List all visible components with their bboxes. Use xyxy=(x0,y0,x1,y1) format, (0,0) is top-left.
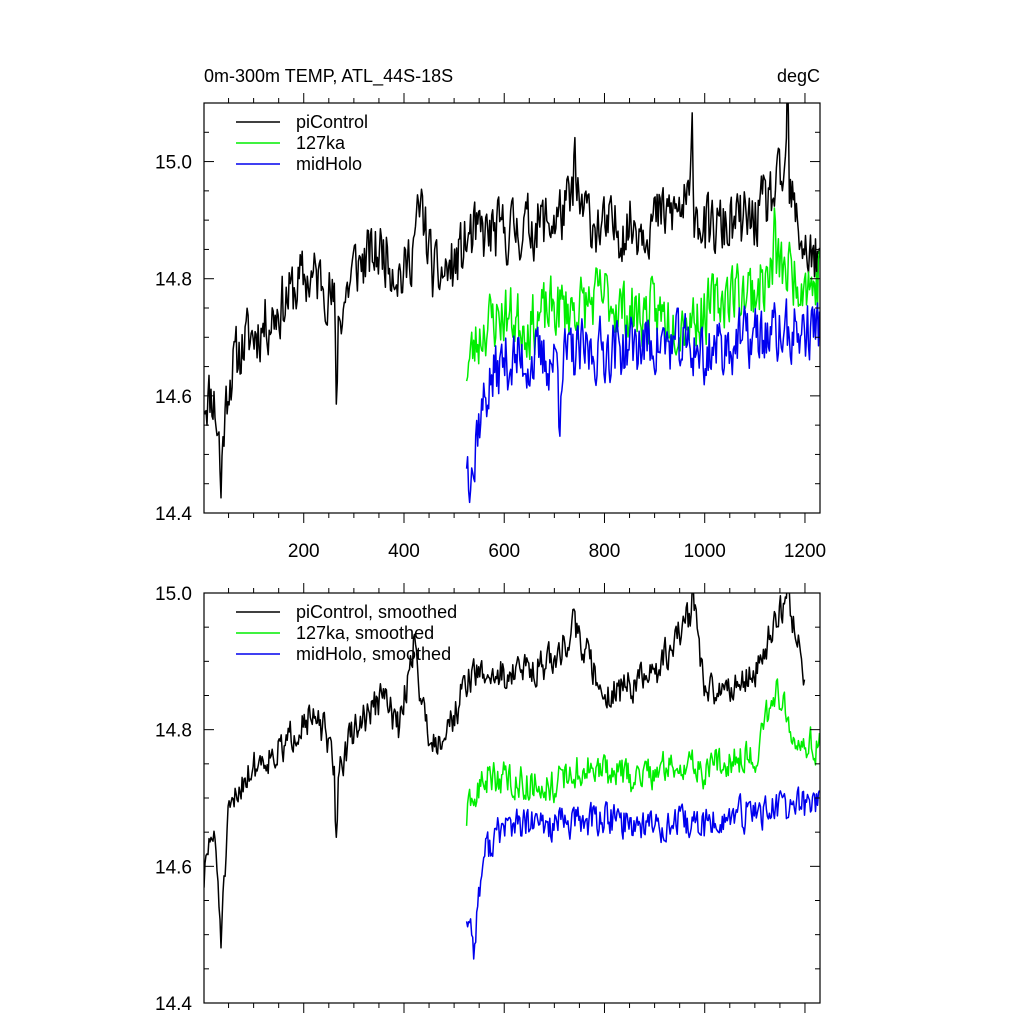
y-tick-label: 15.0 xyxy=(155,584,192,605)
top-ticks: 14.4 14.6 14.8 15.0 200 400 600 800 1000 1200 xyxy=(155,93,826,562)
series-line-127ka-smoothed xyxy=(465,678,820,826)
y-tick-label: 14.6 xyxy=(155,387,192,408)
legend-label: midHolo xyxy=(296,154,362,174)
x-tick-label: 800 xyxy=(589,541,621,562)
series-line-midholo-smoothed xyxy=(465,786,820,960)
x-tick-label: 400 xyxy=(388,541,420,562)
top-plot-frame xyxy=(203,102,821,514)
top-chart-units: degC xyxy=(777,66,820,86)
legend-label: 127ka xyxy=(296,133,346,153)
legend-label: midHolo, smoothed xyxy=(296,644,451,664)
legend-label: 127ka, smoothed xyxy=(296,623,434,643)
x-tick-label: 600 xyxy=(488,541,520,562)
y-tick-label: 14.4 xyxy=(155,994,192,1015)
series-line-midholo xyxy=(465,298,820,504)
bottom-series-layer xyxy=(204,593,820,960)
x-tick-label: 1200 xyxy=(784,541,826,562)
top-series-layer xyxy=(204,103,820,504)
y-tick-label: 14.8 xyxy=(155,721,192,742)
y-tick-label: 14.4 xyxy=(155,504,192,525)
y-tick-label: 15.0 xyxy=(155,153,192,174)
series-line-picontrol xyxy=(204,103,820,499)
bottom-ticks: 14.4 14.6 14.8 15.0 xyxy=(155,583,820,1015)
legend-label: piControl xyxy=(296,112,368,132)
y-tick-label: 14.8 xyxy=(155,270,192,291)
top-panel: 0m-300m TEMP, ATL_44S-18S degC 14.414.61… xyxy=(155,66,826,562)
bottom-plot-frame xyxy=(203,592,821,1004)
series-line-127ka xyxy=(465,207,820,382)
series-line-picontrol-smoothed xyxy=(204,593,806,949)
x-tick-label: 200 xyxy=(288,541,320,562)
x-tick-label: 1000 xyxy=(684,541,726,562)
legend-label: piControl, smoothed xyxy=(296,602,457,622)
top-chart-title: 0m-300m TEMP, ATL_44S-18S xyxy=(204,66,453,87)
y-tick-label: 14.6 xyxy=(155,857,192,878)
bottom-panel: 14.4 14.6 14.8 15.0 piControl, smoothed127k… xyxy=(155,583,821,1015)
